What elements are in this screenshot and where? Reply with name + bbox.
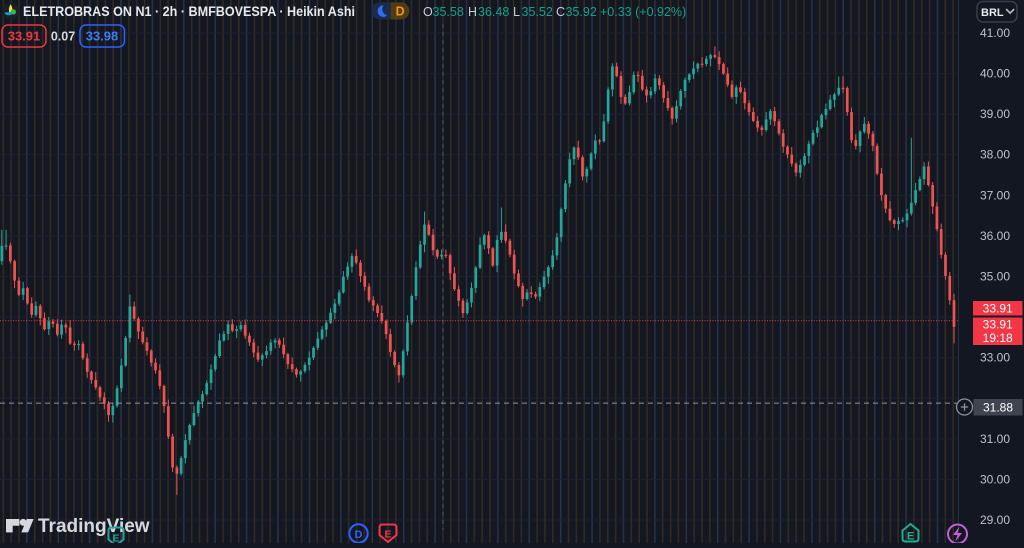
svg-text:33.91: 33.91 (8, 29, 41, 44)
svg-text:33.91: 33.91 (983, 318, 1013, 332)
svg-text:L: L (513, 5, 520, 19)
svg-text:O: O (423, 5, 433, 19)
svg-text:36.48: 36.48 (478, 5, 509, 19)
svg-text:41.00: 41.00 (980, 26, 1010, 40)
svg-text:E: E (384, 529, 391, 541)
svg-text:E: E (907, 531, 914, 543)
svg-text:30.00: 30.00 (980, 472, 1010, 486)
svg-text:TradingView: TradingView (38, 516, 150, 537)
svg-text:35.00: 35.00 (980, 270, 1010, 284)
svg-text:40.00: 40.00 (980, 67, 1010, 81)
svg-text:33.98: 33.98 (86, 29, 119, 44)
svg-text:19:18: 19:18 (983, 331, 1013, 345)
svg-text:35.92: 35.92 (566, 5, 597, 19)
svg-text:0.07: 0.07 (51, 30, 75, 44)
svg-text:31.88: 31.88 (983, 401, 1013, 415)
svg-text:E: E (112, 533, 119, 544)
svg-text:37.00: 37.00 (980, 188, 1010, 202)
svg-text:D: D (355, 529, 363, 541)
svg-text:33.91: 33.91 (983, 302, 1013, 316)
svg-text:38.00: 38.00 (980, 148, 1010, 162)
svg-text:35.58: 35.58 (433, 5, 464, 19)
svg-text:39.00: 39.00 (980, 107, 1010, 121)
svg-text:BRL: BRL (981, 7, 1004, 19)
svg-text:29.00: 29.00 (980, 513, 1010, 527)
svg-text:+0.33 (+0.92%): +0.33 (+0.92%) (600, 5, 686, 19)
svg-text:35.52: 35.52 (522, 5, 553, 19)
svg-text:D: D (396, 4, 405, 18)
svg-text:36.00: 36.00 (980, 229, 1010, 243)
svg-text:31.00: 31.00 (980, 432, 1010, 446)
svg-text:33.00: 33.00 (980, 351, 1010, 365)
svg-text:H: H (468, 5, 477, 19)
svg-text:ELETROBRAS ON N1 · 2h · BMFBOV: ELETROBRAS ON N1 · 2h · BMFBOVESPA · Hei… (23, 3, 355, 19)
svg-text:C: C (556, 5, 565, 19)
